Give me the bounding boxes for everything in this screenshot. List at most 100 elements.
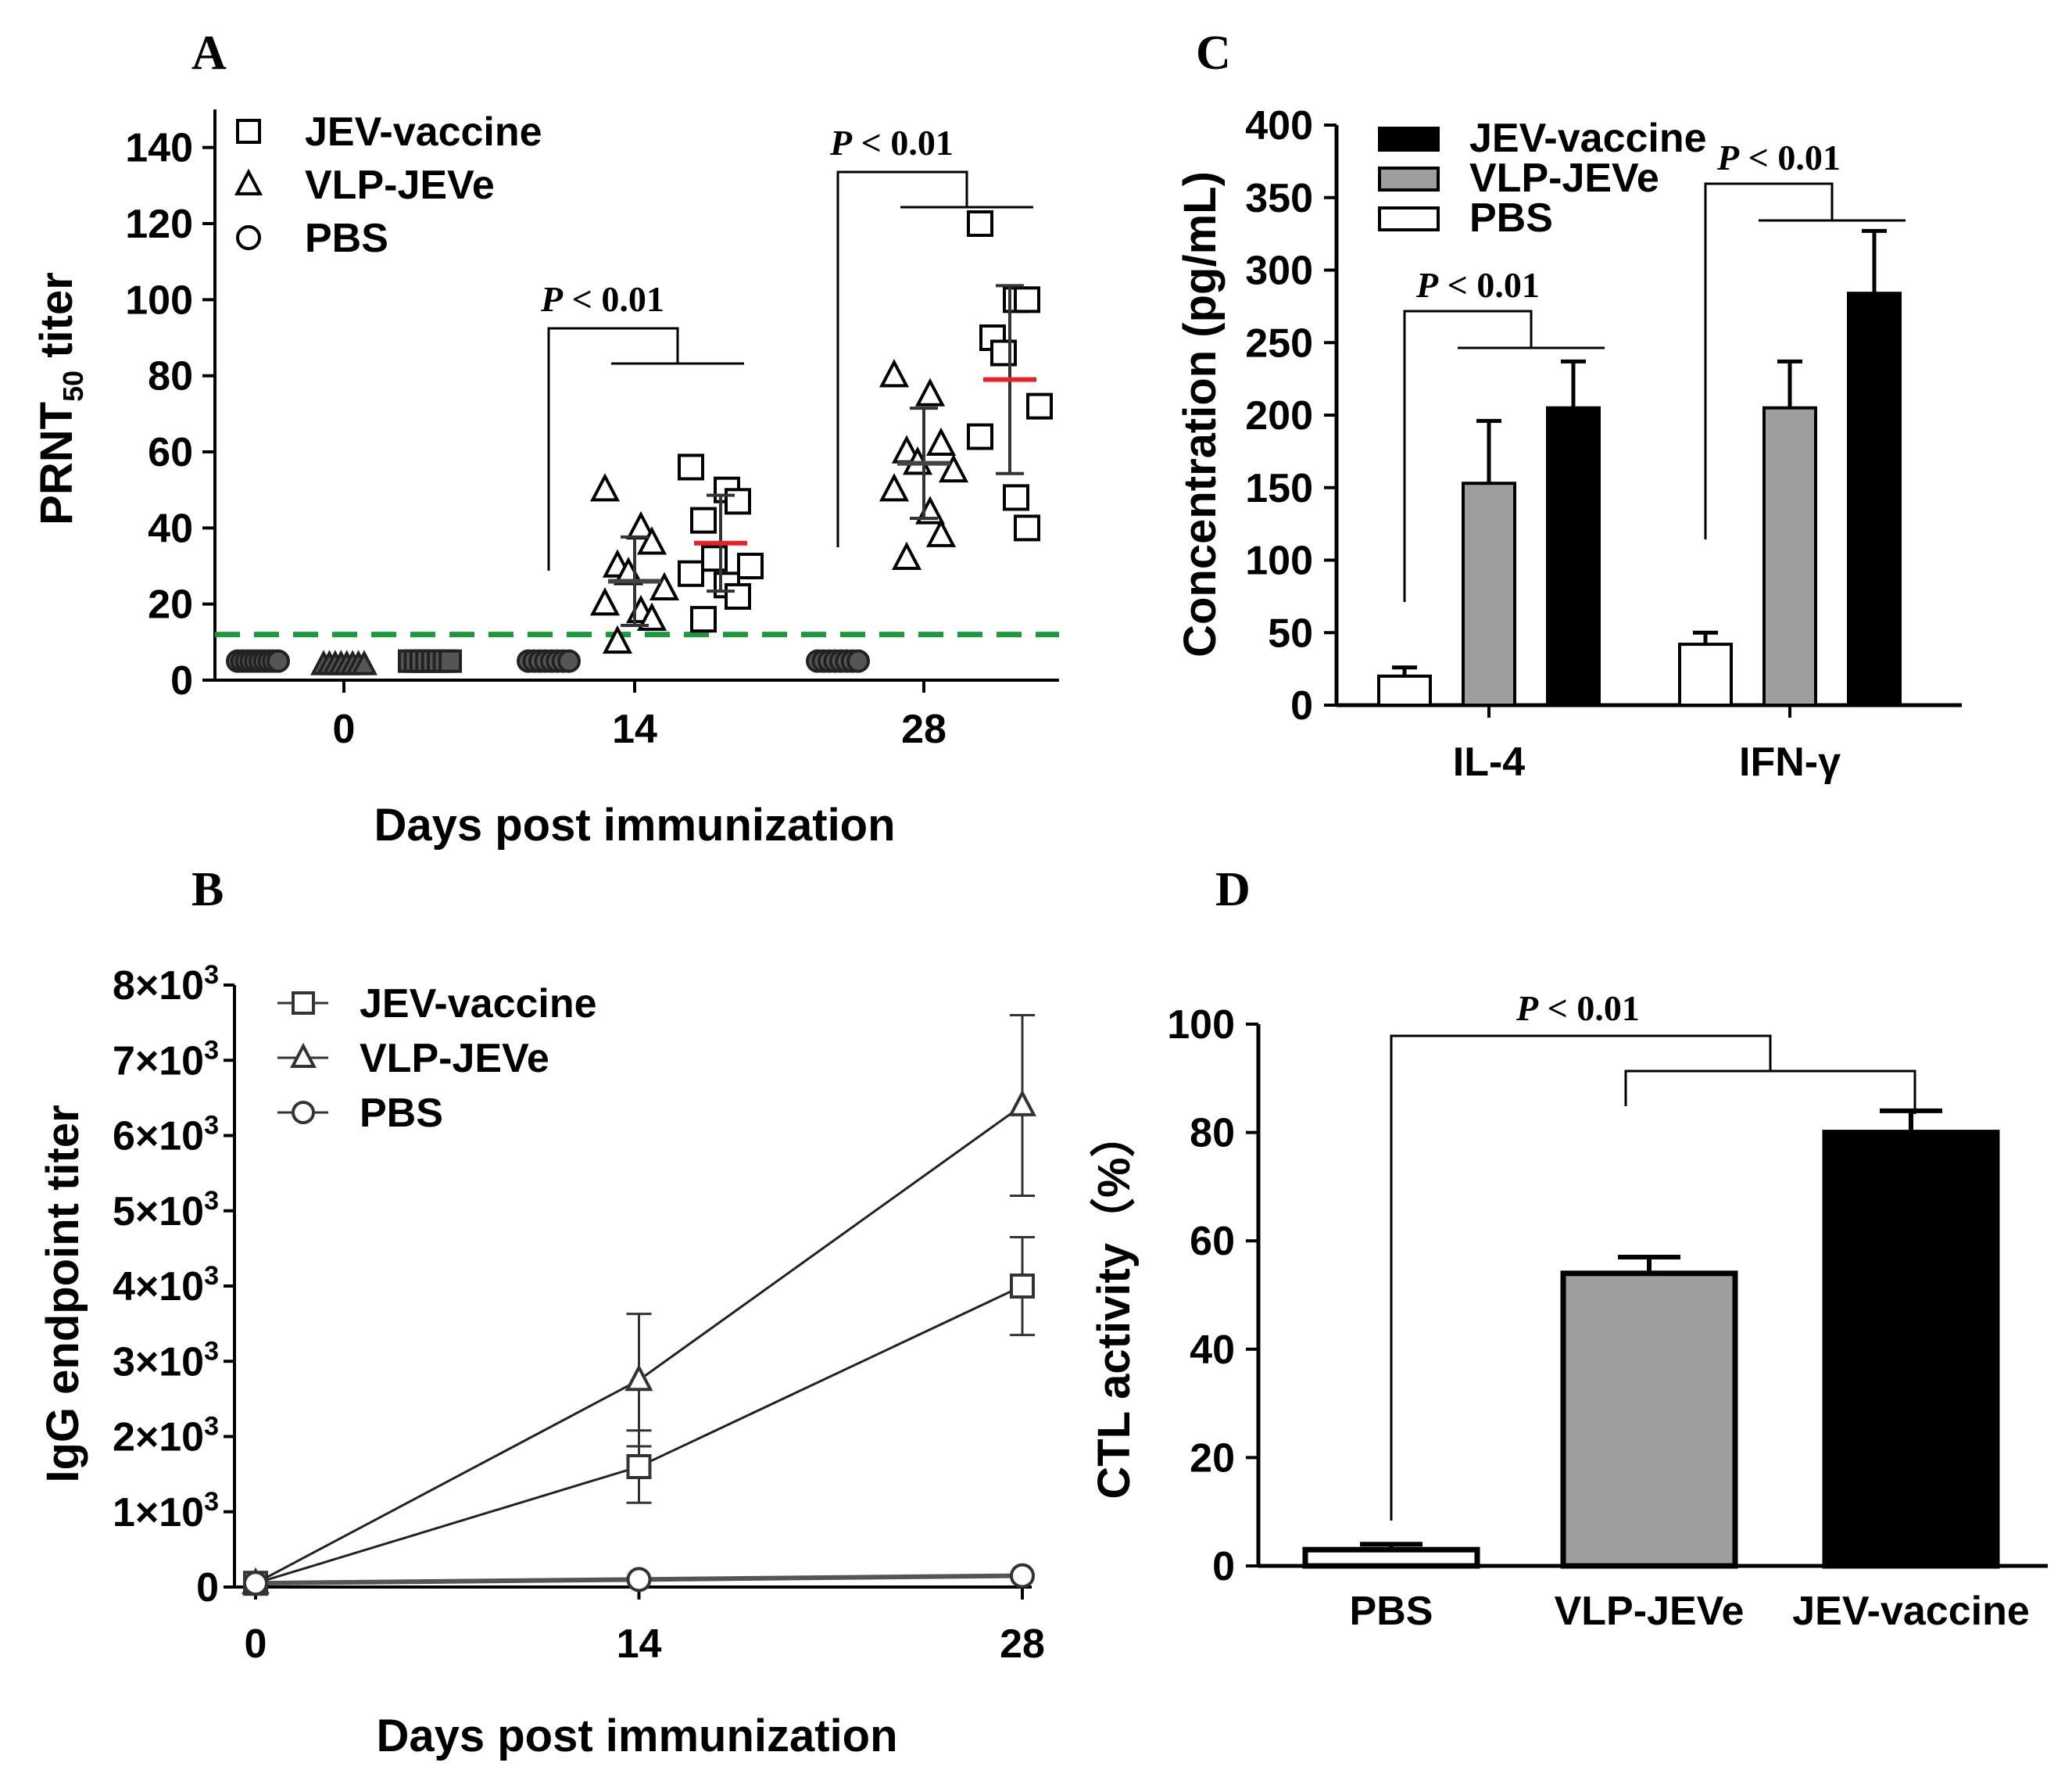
panel-c-legend-label-jev-vaccine: JEV-vaccine <box>1469 116 1707 161</box>
panel-b-series <box>241 1014 1037 1596</box>
panel-a-point-jev-vaccine-day28 <box>967 423 993 450</box>
panel-b-y-tick-label-exp: 3 <box>204 1111 219 1141</box>
panel-a-point-vlp-jeve-day28 <box>914 378 946 407</box>
panel-c-significance-bracket <box>1403 310 1533 602</box>
panel-a-pvalue-p: P <box>829 123 853 163</box>
panel-a-point-vlp-jeve-day14 <box>649 571 680 600</box>
panel-b-y-tick-label-exp: 3 <box>204 1186 219 1216</box>
panel-a-point-jev-vaccine-day0 <box>438 649 462 673</box>
panel-a-point-jev-vaccine-day14 <box>690 507 717 534</box>
panel-d-annotations: P < 0.01 <box>1390 988 1916 1521</box>
panel-b-y-tick-label-base: 0 <box>196 1565 219 1610</box>
panel-c-pvalue-p: P <box>1415 265 1439 305</box>
panel-b-legend-label-pbs: PBS <box>360 1091 443 1136</box>
panel-a: A PRNT50 titer Days post immunization 0 2… <box>31 27 1059 851</box>
panel-d-bar-vlp-jeve <box>1560 1270 1738 1569</box>
panel-b-y-tick-label-exp: 3 <box>204 1035 219 1065</box>
panel-d-x-tick-label-vlp-jeve: VLP-JEVe <box>1555 1589 1745 1634</box>
panel-c-y-tick-label: 250 <box>1245 321 1313 366</box>
panel-a-point-jev-vaccine-day28 <box>1003 484 1029 511</box>
panel-d-bar-pbs <box>1302 1546 1480 1569</box>
panel-c-legend-swatch-pbs <box>1378 206 1440 231</box>
panel-a-point-pbs-day28 <box>846 649 870 673</box>
panel-a-pvalue-label: P < 0.01 <box>540 279 664 319</box>
panel-a-y-tick-label: 60 <box>148 430 193 475</box>
panel-c-annotations: P < 0.01 P < 0.01 <box>1403 138 1906 602</box>
panel-b-y-tick-label: 4×103 <box>113 1261 219 1309</box>
panel-c-pvalue-label: P < 0.01 <box>1716 138 1841 177</box>
panel-c-bar-pbs-0 <box>1377 674 1432 708</box>
panel-a-point-vlp-jeve-day14 <box>589 587 621 616</box>
panel-b-y-tick-label-exp: 3 <box>204 1412 219 1442</box>
panel-c-bar-vlp-jeve-1 <box>1762 406 1817 707</box>
panel-b-ylabel: IgG endpoint titer <box>38 1105 88 1482</box>
panel-d-significance-bracket-sub <box>1624 1069 1916 1114</box>
panel-a-y-tick-label: 120 <box>125 202 193 247</box>
panel-c-x-tick-label-il-4: IL-4 <box>1453 740 1526 785</box>
panel-a-pvalue-text: < 0.01 <box>852 123 954 163</box>
panel-a-ylabel-tail: titer <box>31 272 82 371</box>
panel-a-significance-bracket <box>836 170 968 547</box>
panel-d-ylabel: CTL activity（%） <box>1089 1112 1140 1499</box>
panel-a-point-jev-vaccine-day14 <box>725 488 751 515</box>
panel-c-bar-jev-vaccine-0 <box>1546 406 1601 707</box>
panel-d-significance-bracket <box>1390 1034 1772 1521</box>
panel-b-y-tick-label-base: 2×10 <box>113 1415 204 1460</box>
panel-a-point-jev-vaccine-day28 <box>1026 392 1053 420</box>
panel-c-ylabel: Concentration (pg/mL) <box>1175 171 1226 657</box>
panel-b-y-tick-label: 2×103 <box>113 1412 219 1460</box>
panel-b-point-vlp-jeve <box>1007 1089 1037 1116</box>
panel-b-legend-label-vlp-jeve: VLP-JEVe <box>360 1036 549 1081</box>
panel-a-significance-bracket <box>547 327 679 571</box>
panel-b-y-tick-label-exp: 3 <box>204 1336 219 1366</box>
panel-d-x-tick-label-jev-vaccine: JEV-vaccine <box>1792 1589 2030 1634</box>
panel-a-point-vlp-jeve-day28 <box>879 473 910 502</box>
panel-d-bar-jev-vaccine <box>1822 1130 2000 1569</box>
panel-b-y-tick-label: 3×103 <box>113 1336 219 1385</box>
panel-c-pvalue-text: < 0.01 <box>1438 265 1540 305</box>
panel-a-point-jev-vaccine-day28 <box>1014 514 1040 542</box>
panel-b-legend: JEV-vaccine VLP-JEVe PBS <box>277 981 597 1136</box>
panel-b-legend-marker-jev-vaccine <box>292 991 315 1015</box>
panel-b-x-tick-label: 28 <box>1000 1621 1045 1667</box>
panel-a-points <box>226 210 1053 675</box>
panel-a-point-jev-vaccine-day28 <box>967 210 993 237</box>
panel-b-y-tick-label: 7×103 <box>113 1035 219 1084</box>
panel-a-point-vlp-jeve-day28 <box>938 453 969 483</box>
panel-b-y-tick-label-base: 8×10 <box>113 963 204 1009</box>
panel-b-y-tick-label-base: 3×10 <box>113 1339 204 1385</box>
panel-c-y-tick-label: 200 <box>1245 393 1313 439</box>
panel-c-axes: 0 50 100 150 200 250 300 350 400 IL-4 IFN-γ <box>1245 103 1962 785</box>
panel-b-point-jev-vaccine <box>1010 1274 1035 1299</box>
panel-a-point-jev-vaccine-day14 <box>690 606 717 633</box>
panel-c-letter: C <box>1196 27 1231 80</box>
panel-b-point-pbs <box>243 1571 268 1596</box>
panel-b-y-tick-label-base: 7×10 <box>113 1038 204 1084</box>
panel-a-axes: 0 20 40 60 80 100 120 140 0 14 28 <box>125 109 1059 752</box>
panel-a-point-jev-vaccine-day14 <box>725 582 751 610</box>
panel-c-y-tick-label: 50 <box>1268 611 1313 656</box>
panel-c-significance-bracket <box>1704 182 1834 539</box>
panel-a-point-vlp-jeve-day14 <box>636 526 667 555</box>
panel-b-legend-label-jev-vaccine: JEV-vaccine <box>360 981 597 1026</box>
panel-a-point-jev-vaccine-day28 <box>990 339 1017 367</box>
panel-c-x-tick-label-ifn: IFN-γ <box>1739 740 1841 785</box>
panel-a-xlabel: Days post immunization <box>374 800 895 851</box>
panel-d: D CTL activity（%） 0 20 40 60 80 100 PBS VLP-JEV… <box>1089 863 2048 1634</box>
panel-a-point-vlp-jeve-day14 <box>636 602 667 631</box>
panel-d-y-tick-label: 60 <box>1190 1219 1235 1264</box>
panel-c-bar-pbs-1 <box>1678 643 1733 708</box>
panel-a-annotations: P < 0.01 P < 0.01 <box>540 123 1033 571</box>
panel-c-bars <box>1377 228 1902 708</box>
panel-a-legend-label-jev-vaccine: JEV-vaccine <box>305 109 542 155</box>
panel-a-legend-label-vlp-jeve: VLP-JEVe <box>305 163 495 208</box>
panel-a-point-jev-vaccine-day14 <box>678 453 704 481</box>
panel-b-point-pbs <box>626 1567 652 1592</box>
panel-a-y-tick-label: 20 <box>148 582 193 628</box>
panel-b-y-tick-label-base: 1×10 <box>113 1490 204 1535</box>
panel-c-legend-swatch-vlp-jeve <box>1378 167 1440 192</box>
panel-a-legend-marker-jev-vaccine <box>236 119 261 144</box>
panel-a-ylabel-sub: 50 <box>57 371 89 402</box>
